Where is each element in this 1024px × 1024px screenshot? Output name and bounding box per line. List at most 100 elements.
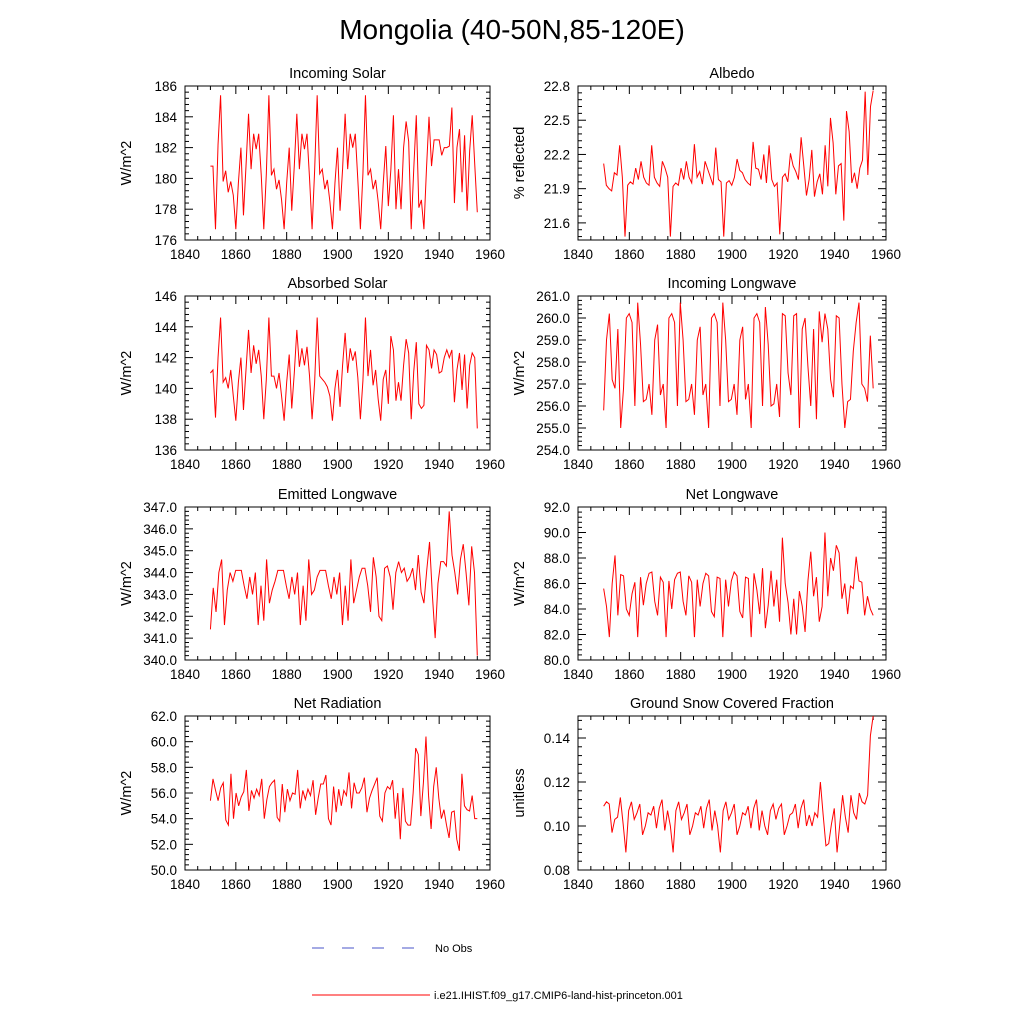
y-tick-label: 0.08 [544, 863, 570, 878]
x-tick-label: 1900 [322, 247, 352, 262]
chart-panel-8: Ground Snow Covered Fraction unitless 1840… [512, 696, 901, 892]
y-tick-label: 254.0 [536, 443, 570, 458]
chart-panel-2: Albedo % reflected 1840 1860 1880 1900 1920 194… [512, 66, 901, 262]
y-tick-label: 180 [154, 171, 177, 186]
y-axis-label: W/m^2 [512, 561, 528, 606]
y-axis-label: W/m^2 [512, 351, 528, 396]
y-tick-label: 0.12 [544, 775, 570, 790]
x-tick-label: 1940 [424, 877, 454, 892]
x-tick-label: 1940 [424, 667, 454, 682]
x-tick-label: 1860 [614, 877, 644, 892]
x-tick-label: 1880 [666, 457, 696, 472]
y-tick-label: 22.2 [544, 147, 570, 162]
series-line [209, 511, 478, 656]
x-tick-label: 1900 [717, 457, 747, 472]
y-tick-label: 347.0 [143, 500, 177, 515]
x-tick-label: 1860 [221, 667, 251, 682]
chart-title: Net Radiation [294, 696, 382, 712]
chart-title: Ground Snow Covered Fraction [630, 696, 834, 712]
y-axis-label: W/m^2 [119, 141, 135, 186]
plot-frame [184, 715, 491, 871]
x-tick-label: 1920 [373, 247, 403, 262]
x-tick-label: 1860 [614, 667, 644, 682]
y-tick-label: 92.0 [544, 500, 570, 515]
y-tick-label: 178 [154, 202, 177, 217]
y-tick-label: 261.0 [536, 289, 570, 304]
x-tick-label: 1920 [768, 247, 798, 262]
x-tick-label: 1840 [563, 877, 593, 892]
y-tick-label: 259.0 [536, 333, 570, 348]
x-tick-label: 1840 [170, 457, 200, 472]
x-tick-label: 1840 [563, 457, 593, 472]
x-tick-label: 1860 [614, 457, 644, 472]
chart-panel-5: Emitted Longwave W/m^2 1840 1860 1880 1900 192… [119, 487, 505, 682]
y-tick-label: 146 [154, 289, 177, 304]
y-tick-label: 343.0 [143, 587, 177, 602]
x-tick-label: 1860 [221, 247, 251, 262]
y-tick-label: 54.0 [151, 812, 177, 827]
y-tick-label: 21.6 [544, 216, 570, 231]
series-line [603, 532, 874, 638]
x-tick-label: 1960 [475, 877, 505, 892]
chart-panel-7: Net Radiation W/m^2 1840 1860 1880 1900 1920 19… [119, 696, 505, 892]
y-tick-label: 142 [154, 351, 177, 366]
x-tick-label: 1940 [424, 457, 454, 472]
y-tick-label: 342.0 [143, 609, 177, 624]
x-tick-label: 1940 [820, 247, 850, 262]
x-tick-label: 1960 [871, 247, 901, 262]
y-tick-label: 186 [154, 79, 177, 94]
y-tick-label: 86.0 [544, 577, 570, 592]
x-tick-label: 1960 [475, 667, 505, 682]
y-tick-label: 260.0 [536, 311, 570, 326]
x-tick-label: 1880 [272, 247, 302, 262]
y-tick-label: 58.0 [151, 760, 177, 775]
y-tick-label: 138 [154, 412, 177, 427]
series-line [210, 317, 478, 429]
y-tick-label: 256.0 [536, 399, 570, 414]
chart-title: Incoming Solar [289, 66, 386, 82]
plot-frame [184, 506, 491, 661]
x-tick-label: 1900 [717, 667, 747, 682]
series-line [603, 302, 874, 429]
x-tick-label: 1900 [322, 457, 352, 472]
x-tick-label: 1860 [221, 877, 251, 892]
x-tick-label: 1940 [820, 877, 850, 892]
series-line [603, 90, 874, 237]
y-tick-label: 21.9 [544, 182, 570, 197]
x-tick-label: 1880 [666, 667, 696, 682]
y-tick-label: 0.14 [544, 731, 571, 746]
x-tick-label: 1960 [475, 457, 505, 472]
series-line [603, 715, 874, 853]
series-line [209, 736, 478, 851]
x-tick-label: 1880 [272, 457, 302, 472]
x-tick-label: 1940 [820, 457, 850, 472]
y-axis-label: % reflected [512, 127, 528, 200]
x-tick-label: 1840 [563, 667, 593, 682]
x-tick-label: 1920 [373, 667, 403, 682]
x-tick-label: 1900 [717, 877, 747, 892]
y-tick-label: 90.0 [544, 526, 570, 541]
x-tick-label: 1900 [322, 667, 352, 682]
y-axis-label: W/m^2 [119, 771, 135, 816]
x-tick-label: 1920 [768, 877, 798, 892]
y-axis-label: unitless [512, 768, 528, 817]
x-tick-label: 1920 [373, 457, 403, 472]
y-tick-label: 82.0 [544, 628, 570, 643]
y-tick-label: 140 [154, 381, 177, 396]
y-tick-label: 84.0 [544, 602, 570, 617]
x-tick-label: 1960 [871, 877, 901, 892]
y-tick-label: 341.0 [143, 631, 177, 646]
y-tick-label: 176 [154, 233, 177, 248]
y-tick-label: 340.0 [143, 653, 177, 668]
chart-title: Albedo [709, 66, 754, 82]
chart-title: Absorbed Solar [288, 276, 388, 292]
x-tick-label: 1960 [871, 667, 901, 682]
x-tick-label: 1920 [768, 457, 798, 472]
x-tick-label: 1960 [475, 247, 505, 262]
x-tick-label: 1840 [170, 877, 200, 892]
y-tick-label: 22.8 [544, 79, 570, 94]
x-tick-label: 1880 [666, 247, 696, 262]
x-tick-label: 1880 [666, 877, 696, 892]
x-tick-label: 1920 [768, 667, 798, 682]
